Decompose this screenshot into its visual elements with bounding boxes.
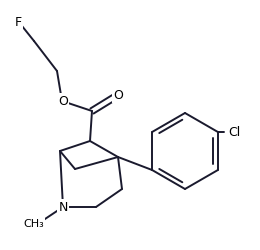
Text: Cl: Cl: [228, 126, 240, 139]
Text: F: F: [15, 16, 22, 28]
Text: O: O: [113, 89, 123, 102]
Text: CH₃: CH₃: [24, 218, 44, 228]
Text: O: O: [58, 95, 68, 108]
Text: N: N: [58, 201, 68, 214]
